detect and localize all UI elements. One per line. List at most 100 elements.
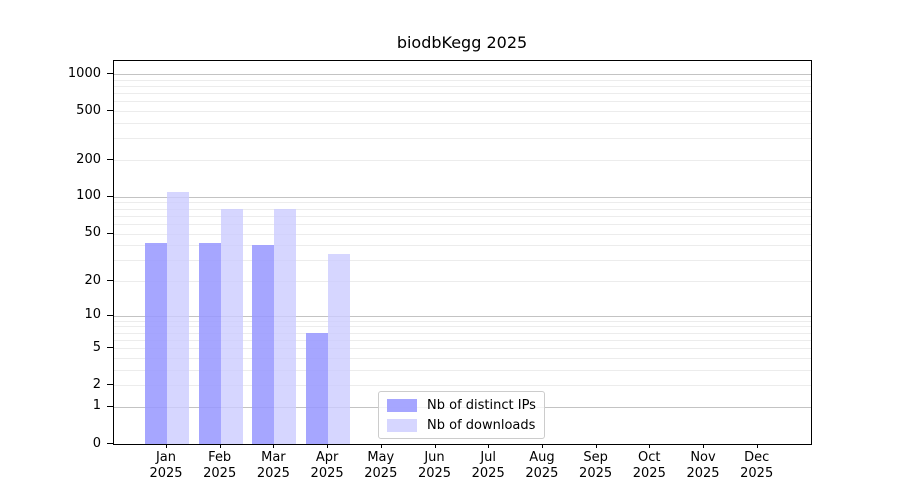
y-axis: 0 1 2 5 10 20 50 100 200 500 1000 — [0, 60, 113, 451]
y-tick-mark-100 — [107, 195, 113, 197]
x-tick-month-dec: Dec — [744, 450, 770, 465]
gridline-minor-600 — [114, 101, 811, 103]
x-tick-month-feb: Feb — [208, 450, 232, 465]
x-tick-mark-mar — [273, 444, 275, 448]
x-tick-label-may: May 2025 — [351, 450, 411, 482]
x-tick-label-aug: Aug 2025 — [512, 450, 572, 482]
x-tick-mark-nov — [703, 444, 704, 448]
x-tick-year-aug: 2025 — [525, 466, 559, 481]
y-tick-label-200: 200 — [76, 151, 101, 167]
x-tick-mark-jun — [434, 444, 436, 448]
x-tick-month-jun: Jun — [424, 450, 445, 465]
y-tick-label-5: 5 — [92, 339, 101, 355]
gridline-minor-2 — [114, 385, 811, 387]
x-tick-label-jul: Jul 2025 — [458, 450, 518, 482]
legend-swatch-nb-of-downloads — [387, 418, 417, 432]
gridline-minor-400 — [114, 123, 811, 124]
x-tick-label-sep: Sep 2025 — [566, 450, 626, 482]
x-tick-month-jan: Jan — [155, 450, 177, 465]
y-tick-mark-0 — [107, 443, 113, 444]
plot-area — [113, 60, 812, 445]
y-tick-label-500: 500 — [76, 102, 101, 118]
x-tick-year-may: 2025 — [364, 466, 398, 481]
x-tick-label-apr: Apr 2025 — [297, 450, 357, 482]
y-tick-label-10: 10 — [84, 307, 101, 323]
y-tick-mark-10 — [107, 314, 113, 316]
bar-nb-of-downloads-apr — [328, 253, 351, 444]
x-tick-year-jun: 2025 — [417, 466, 452, 481]
y-tick-label-100: 100 — [76, 188, 101, 204]
gridline-minor-90 — [114, 202, 811, 204]
y-tick-mark-50 — [107, 232, 113, 234]
gridline-minor-900 — [114, 79, 811, 81]
y-tick-label-20: 20 — [84, 272, 101, 288]
gridline-minor-20 — [114, 281, 811, 282]
x-tick-mark-jul — [488, 444, 490, 448]
gridline-minor-40 — [114, 245, 811, 247]
y-tick-label-50: 50 — [84, 225, 101, 240]
x-tick-year-feb: 2025 — [203, 466, 237, 481]
gridline-minor-60 — [114, 223, 811, 225]
x-tick-label-dec: Dec 2025 — [727, 450, 787, 482]
x-tick-mark-dec — [756, 444, 758, 448]
x-tick-month-aug: Aug — [529, 450, 555, 465]
legend-label-nb-of-distinct-ips: Nb of distinct IPs — [427, 397, 536, 413]
x-tick-year-oct: 2025 — [632, 466, 666, 481]
x-tick-mark-feb — [219, 444, 221, 448]
legend: Nb of distinct IPs Nb of downloads — [378, 391, 545, 439]
x-tick-month-sep: Sep — [583, 450, 608, 465]
x-tick-month-mar: Mar — [261, 450, 286, 465]
x-tick-label-jan: Jan 2025 — [136, 450, 196, 482]
bar-nb-of-distinct-ips-apr — [306, 332, 329, 444]
x-tick-year-apr: 2025 — [310, 466, 344, 481]
x-tick-month-nov: Nov — [690, 450, 716, 465]
gridline-minor-3 — [114, 369, 811, 371]
gridline-major-10 — [114, 315, 811, 317]
y-tick-label-2: 2 — [92, 376, 101, 392]
gridline-minor-7 — [114, 332, 811, 334]
y-tick-mark-20 — [107, 280, 113, 281]
legend-swatch-nb-of-distinct-ips — [387, 398, 417, 412]
gridline-minor-300 — [114, 138, 811, 140]
gridline-minor-4 — [114, 357, 811, 359]
x-tick-label-nov: Nov 2025 — [673, 450, 733, 482]
x-tick-year-sep: 2025 — [579, 466, 613, 481]
gridline-minor-700 — [114, 93, 811, 95]
y-tick-mark-200 — [107, 159, 113, 160]
legend-item-nb-of-downloads: Nb of downloads — [387, 417, 536, 433]
y-tick-mark-1000 — [107, 73, 113, 74]
x-tick-year-jan: 2025 — [149, 466, 183, 481]
bar-nb-of-distinct-ips-feb — [198, 242, 221, 444]
x-tick-mark-aug — [541, 444, 543, 448]
x-tick-year-dec: 2025 — [740, 466, 774, 481]
y-tick-label-1: 1 — [92, 398, 101, 414]
gridline-minor-80 — [114, 208, 811, 210]
x-tick-year-nov: 2025 — [686, 466, 720, 481]
gridline-minor-70 — [114, 215, 811, 217]
x-tick-month-jul: Jul — [480, 450, 497, 465]
y-tick-mark-5 — [107, 347, 113, 349]
gridline-minor-200 — [114, 160, 811, 161]
bar-nb-of-distinct-ips-jan — [145, 242, 167, 444]
gridline-minor-6 — [114, 339, 811, 341]
legend-item-nb-of-distinct-ips: Nb of distinct IPs — [387, 397, 536, 413]
x-tick-year-jul: 2025 — [471, 466, 505, 481]
bar-nb-of-downloads-feb — [220, 208, 243, 444]
gridline-minor-5 — [114, 348, 811, 350]
gridline-minor-30 — [114, 260, 811, 262]
bar-nb-of-distinct-ips-mar — [252, 245, 275, 444]
x-tick-label-feb: Feb 2025 — [190, 450, 250, 482]
gridline-minor-50 — [114, 233, 811, 235]
y-tick-mark-1 — [107, 405, 113, 407]
x-tick-mark-apr — [327, 444, 329, 448]
x-tick-label-jun: Jun 2025 — [405, 450, 465, 482]
legend-label-nb-of-downloads: Nb of downloads — [427, 417, 536, 433]
gridline-minor-800 — [114, 86, 811, 87]
chart-title: biodbKegg 2025 — [396, 33, 528, 52]
x-tick-mark-sep — [595, 444, 597, 448]
gridline-major-1000 — [114, 74, 811, 75]
gridline-minor-500 — [114, 111, 811, 113]
x-tick-mark-may — [380, 444, 382, 448]
x-tick-label-mar: Mar 2025 — [243, 450, 303, 482]
x-tick-mark-jan — [166, 444, 167, 448]
